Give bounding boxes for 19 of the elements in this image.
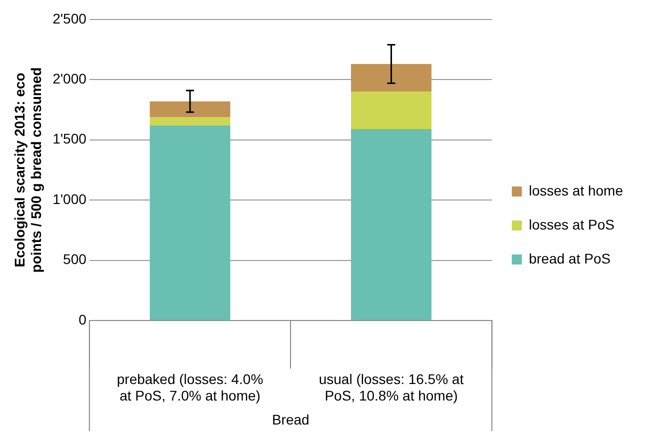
legend-label: losses at home (528, 182, 624, 198)
y-axis-title: Ecological scarcity 2013: eco points / 500 g bread consumed (11, 67, 44, 273)
y-tick-label: 500 (63, 251, 87, 268)
legend-label: bread at PoS (528, 250, 611, 266)
bar (150, 101, 230, 117)
bar (350, 64, 432, 92)
y-tick-label: 1'500 (52, 130, 87, 147)
x-tick-label: usual (losses: 16.5% at PoS, 10.8% at home) (318, 370, 464, 404)
x-tick-label: prebaked (losses: 4.0% at PoS, 7.0% at home) (116, 370, 264, 404)
x-axis-title: Bread (272, 411, 310, 428)
bar (350, 129, 432, 320)
y-tick-label: 0 (78, 311, 87, 328)
y-tick-label: 2'500 (52, 10, 87, 26)
legend-label: losses at PoS (528, 216, 614, 232)
y-tick-label: 2'000 (52, 70, 87, 86)
y-tick-label: 1'000 (52, 190, 87, 207)
bar (350, 92, 432, 130)
bar (150, 116, 230, 126)
bar (150, 125, 230, 320)
